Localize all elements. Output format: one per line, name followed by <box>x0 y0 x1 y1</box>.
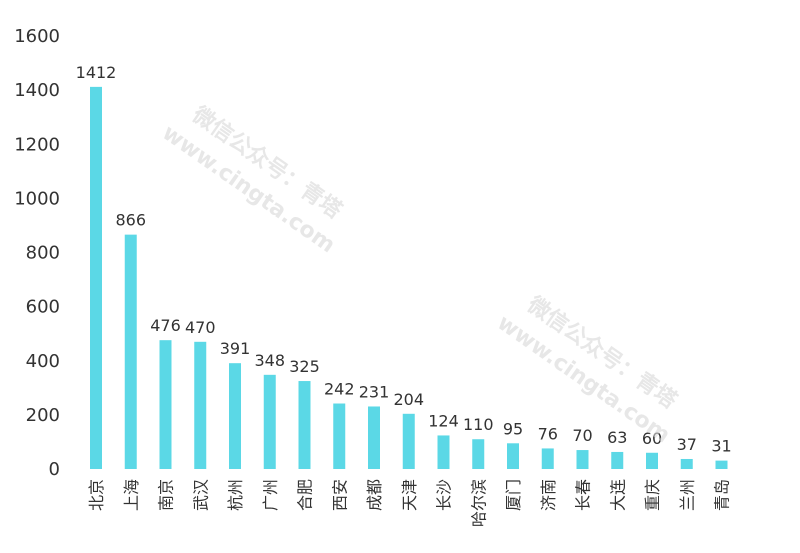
x-tick-label: 长沙 <box>435 479 454 511</box>
data-label: 63 <box>607 428 627 447</box>
y-tick-label: 400 <box>26 351 60 372</box>
y-tick-label: 1400 <box>14 80 60 101</box>
x-tick-label: 兰州 <box>678 479 697 511</box>
bar <box>333 403 346 469</box>
data-label: 476 <box>150 316 181 335</box>
data-label: 60 <box>642 429 662 448</box>
x-tick-label: 青岛 <box>713 479 732 511</box>
y-axis: 0 200 400 600 800 1000 1200 1400 1600 <box>14 26 60 480</box>
data-label: 70 <box>572 426 592 445</box>
data-label: 37 <box>677 435 697 454</box>
y-tick-label: 0 <box>49 459 60 480</box>
bar <box>715 460 728 469</box>
y-tick-label: 200 <box>26 405 60 426</box>
x-tick-label: 哈尔滨 <box>469 479 488 527</box>
bar <box>298 381 311 469</box>
x-tick-label: 济南 <box>539 479 558 511</box>
x-tick-label: 合肥 <box>296 479 315 511</box>
x-tick-label: 杭州 <box>226 479 245 511</box>
data-label: 204 <box>393 390 424 409</box>
x-tick-label: 武汉 <box>191 479 210 511</box>
data-label: 348 <box>254 351 285 370</box>
bar <box>437 435 450 469</box>
watermark-top: 微信公众号：青塔 www.cingta.com <box>157 101 347 258</box>
bar <box>507 443 519 469</box>
data-label: 470 <box>185 318 216 337</box>
y-tick-label: 1000 <box>14 188 60 209</box>
data-label: 391 <box>220 339 251 358</box>
bar <box>472 439 485 469</box>
data-label: 95 <box>503 419 523 438</box>
bar <box>124 234 137 469</box>
x-tick-label: 西安 <box>330 479 349 511</box>
y-tick-label: 1200 <box>14 134 60 155</box>
bar <box>576 450 589 469</box>
x-tick-label: 成都 <box>365 479 384 511</box>
bar <box>646 452 658 469</box>
x-tick-label: 南京 <box>157 479 176 511</box>
bar <box>194 341 207 469</box>
data-label: 866 <box>115 211 146 230</box>
y-tick-label: 800 <box>26 243 60 264</box>
data-label: 76 <box>538 424 558 443</box>
x-tick-label: 广州 <box>261 479 280 511</box>
bar <box>368 406 380 469</box>
x-tick-label: 厦门 <box>504 479 523 511</box>
x-tick-label: 天津 <box>400 479 419 511</box>
y-tick-label: 1600 <box>14 26 60 47</box>
data-label: 231 <box>359 382 390 401</box>
x-axis: 北京 上海 南京 武汉 杭州 广州 合肥 西安 成都 天津 长沙 哈尔滨 厦门 济南 长春 大连 重庆 兰州 青岛 <box>87 479 732 527</box>
bar <box>229 363 241 469</box>
data-label: 31 <box>711 437 731 456</box>
data-label: 1412 <box>76 63 117 82</box>
bar <box>680 458 693 469</box>
x-tick-label: 重庆 <box>643 479 662 511</box>
data-label: 124 <box>428 411 459 430</box>
bar <box>541 448 554 469</box>
x-tick-label: 长春 <box>574 479 593 511</box>
x-tick-label: 上海 <box>122 479 141 511</box>
x-tick-label: 大连 <box>608 479 627 511</box>
bar <box>611 451 624 469</box>
data-label: 242 <box>324 380 355 399</box>
data-label: 110 <box>463 415 494 434</box>
bar <box>90 86 102 469</box>
bars-group <box>90 86 728 469</box>
x-tick-label: 北京 <box>87 479 106 511</box>
bar <box>263 374 276 469</box>
data-label: 325 <box>289 357 320 376</box>
bar <box>159 340 172 469</box>
bar <box>402 413 415 469</box>
y-tick-label: 600 <box>26 297 60 318</box>
